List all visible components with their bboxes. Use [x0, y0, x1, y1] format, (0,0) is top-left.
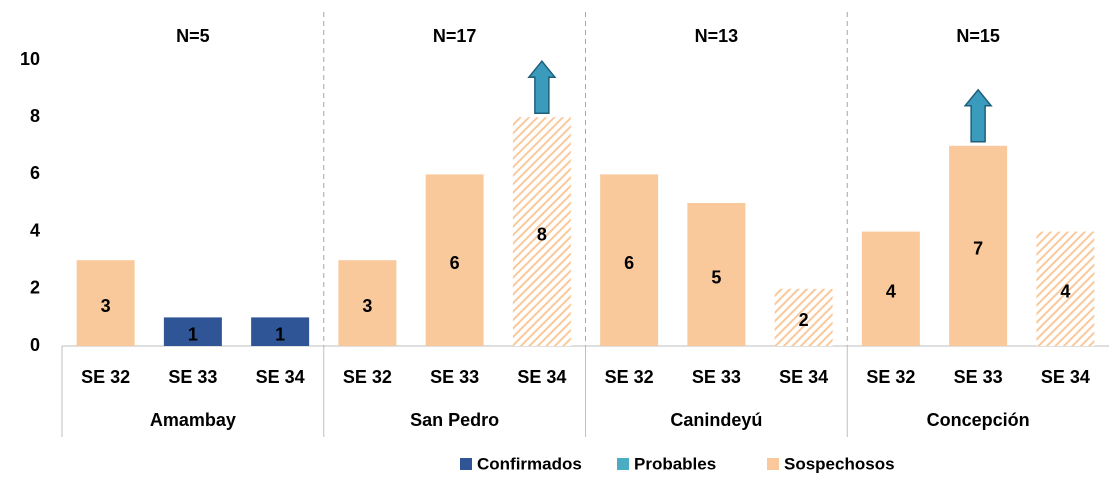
bar — [861, 231, 920, 346]
legend-label: Sospechosos — [784, 454, 895, 473]
x-tick-label: SE 33 — [692, 367, 741, 387]
data-label: 4 — [886, 282, 896, 302]
data-label: 6 — [450, 253, 460, 273]
group-annotation: N=13 — [695, 26, 739, 46]
data-label: 3 — [362, 296, 372, 316]
x-tick-label: SE 34 — [1041, 367, 1090, 387]
legend-label: Probables — [634, 454, 716, 473]
x-tick-label: SE 32 — [605, 367, 654, 387]
group-annotation: N=17 — [433, 26, 477, 46]
legend-swatch — [767, 458, 779, 470]
x-tick-label: SE 34 — [256, 367, 305, 387]
data-label: 8 — [537, 224, 547, 244]
bar — [600, 174, 659, 346]
legend-swatch — [460, 458, 472, 470]
bar — [425, 174, 484, 346]
data-label: 2 — [799, 310, 809, 330]
bar — [687, 203, 746, 346]
data-label: 1 — [188, 324, 198, 344]
bar — [163, 317, 222, 346]
x-tick-label: SE 32 — [81, 367, 130, 387]
bar — [338, 260, 397, 346]
bar — [774, 288, 833, 346]
data-label: 3 — [101, 296, 111, 316]
legend-label: Confirmados — [477, 454, 582, 473]
group-label: San Pedro — [410, 410, 499, 430]
y-tick-label: 10 — [20, 49, 40, 69]
x-tick-label: SE 34 — [779, 367, 828, 387]
trend-arrow — [527, 60, 557, 114]
x-tick-label: SE 33 — [430, 367, 479, 387]
x-tick-label: SE 34 — [517, 367, 566, 387]
x-tick-label: SE 32 — [866, 367, 915, 387]
group-annotation: N=15 — [956, 26, 1000, 46]
legend-swatch — [617, 458, 629, 470]
bar — [251, 317, 310, 346]
y-tick-label: 4 — [30, 220, 40, 240]
group-label: Concepción — [927, 410, 1030, 430]
group-label: Amambay — [150, 410, 236, 430]
trend-arrow — [963, 88, 993, 143]
x-tick-label: SE 33 — [954, 367, 1003, 387]
y-tick-label: 6 — [30, 163, 40, 183]
bar — [512, 117, 571, 346]
data-label: 7 — [973, 239, 983, 259]
x-tick-label: SE 33 — [168, 367, 217, 387]
group-annotation: N=5 — [176, 26, 210, 46]
data-label: 4 — [1060, 282, 1070, 302]
data-label: 6 — [624, 253, 634, 273]
y-tick-label: 0 — [30, 335, 40, 355]
data-label: 5 — [711, 267, 721, 287]
data-label: 1 — [275, 324, 285, 344]
bar — [76, 260, 135, 346]
group-label: Canindeyú — [670, 410, 762, 430]
x-tick-label: SE 32 — [343, 367, 392, 387]
y-tick-label: 8 — [30, 106, 40, 126]
bar — [949, 145, 1008, 346]
y-tick-label: 2 — [30, 278, 40, 298]
bar — [1036, 231, 1095, 346]
